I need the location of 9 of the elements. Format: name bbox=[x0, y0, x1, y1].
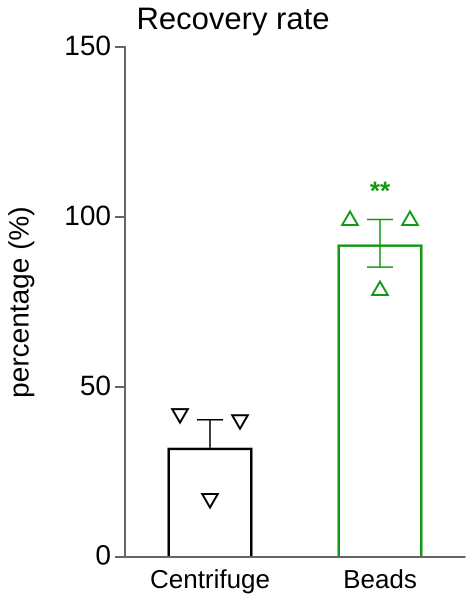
chart-title: Recovery rate bbox=[136, 1, 330, 36]
y-tick-label: 100 bbox=[64, 200, 111, 231]
y-tick-label: 50 bbox=[80, 370, 111, 401]
y-tick-label: 0 bbox=[95, 540, 111, 571]
x-tick-label: Beads bbox=[343, 564, 417, 594]
y-tick-label: 150 bbox=[64, 30, 111, 61]
y-axis-title: percentage (%) bbox=[4, 206, 35, 398]
x-tick-label: Centrifuge bbox=[150, 564, 270, 594]
annotation: ** bbox=[370, 176, 391, 206]
